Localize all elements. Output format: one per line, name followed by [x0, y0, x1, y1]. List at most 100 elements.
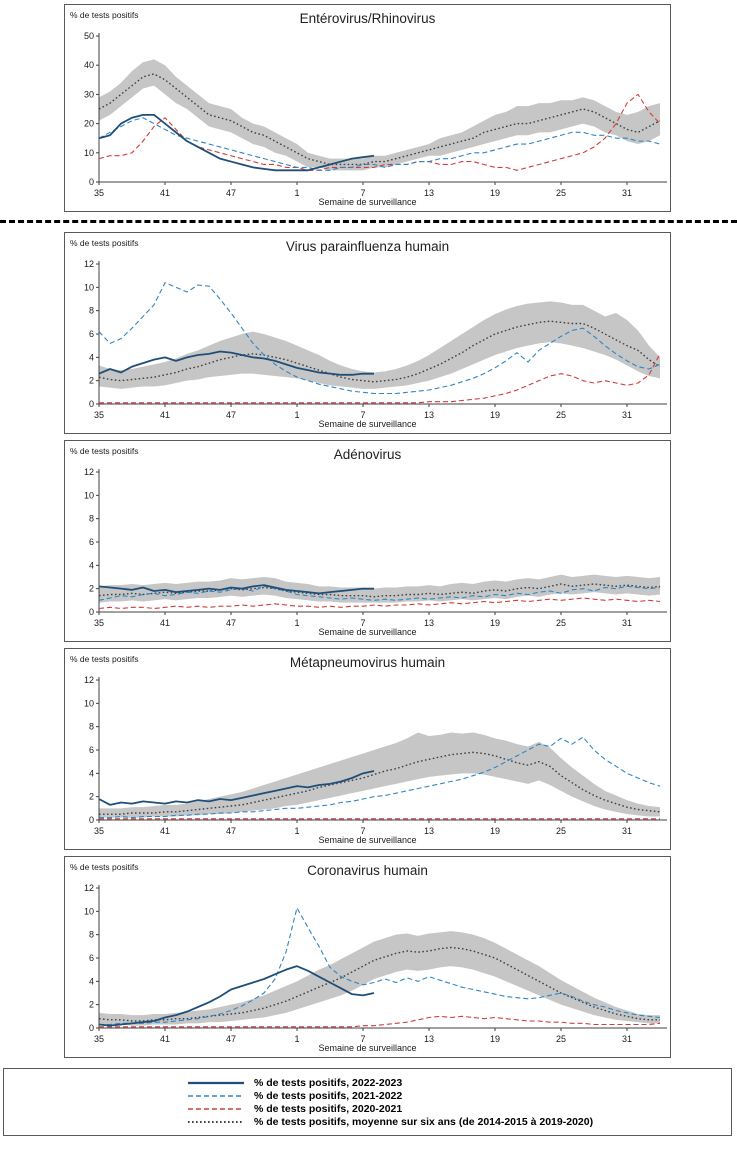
- svg-text:4: 4: [89, 560, 94, 570]
- svg-text:4: 4: [89, 352, 94, 362]
- svg-text:6: 6: [89, 537, 94, 547]
- svg-text:8: 8: [89, 722, 94, 732]
- legend-label: % de tests positifs, 2020-2021: [254, 1103, 403, 1115]
- legend-item-2021-2022: % de tests positifs, 2021-2022: [186, 1090, 731, 1102]
- chart-title: Virus parainfluenza humain: [285, 239, 450, 254]
- y-axis-unit-label: % de tests positifs: [70, 862, 139, 872]
- legend-label: % de tests positifs, 2022-2023: [254, 1077, 403, 1089]
- svg-text:10: 10: [84, 698, 94, 708]
- chart-panel-metapneumovirus: % de tests positifs Métapneumovirus huma…: [64, 648, 671, 850]
- dotted-line-sample-icon: [188, 1121, 244, 1123]
- svg-text:47: 47: [226, 410, 236, 420]
- svg-text:25: 25: [556, 188, 566, 198]
- legend-label: % de tests positifs, moyenne sur six ans…: [254, 1116, 594, 1128]
- svg-text:25: 25: [556, 618, 566, 628]
- svg-text:13: 13: [424, 1034, 434, 1044]
- y-axis-unit-label: % de tests positifs: [70, 10, 139, 20]
- svg-text:41: 41: [160, 826, 170, 836]
- svg-text:1: 1: [294, 1034, 299, 1044]
- svg-text:35: 35: [94, 188, 104, 198]
- svg-text:0: 0: [89, 399, 94, 409]
- svg-text:7: 7: [360, 826, 365, 836]
- svg-text:1: 1: [294, 188, 299, 198]
- x-axis-label: Semaine de surveillance: [318, 419, 417, 429]
- svg-text:12: 12: [84, 883, 94, 893]
- svg-text:8: 8: [89, 306, 94, 316]
- chart-header: % de tests positifs Métapneumovirus huma…: [65, 649, 670, 673]
- svg-text:19: 19: [490, 1034, 500, 1044]
- chart-panel-parainfluenza: % de tests positifs Virus parainfluenza …: [64, 232, 671, 434]
- svg-text:47: 47: [226, 188, 236, 198]
- dashed-blue-line-sample-icon: [188, 1095, 244, 1097]
- svg-text:19: 19: [490, 188, 500, 198]
- chart-panel-adenovirus: % de tests positifs Adénovirus 0 2 4 6 8 10 12…: [64, 440, 671, 642]
- svg-text:31: 31: [622, 618, 632, 628]
- svg-text:41: 41: [160, 188, 170, 198]
- solid-line-sample-icon: [188, 1081, 244, 1085]
- chart-plot-enterovirus-rhinovirus: 0 10 20 30 40 50 35 41 47 1 7 13 19 25 31: [84, 31, 667, 198]
- chart-header: % de tests positifs Virus parainfluenza …: [65, 233, 670, 257]
- svg-text:31: 31: [622, 188, 632, 198]
- chart-title: Coronavirus humain: [307, 863, 428, 878]
- chart-plot-adenovirus: 0 2 4 6 8 10 12 35 41 47 1 7 13 19 25 31: [84, 467, 667, 628]
- svg-text:6: 6: [89, 329, 94, 339]
- svg-text:12: 12: [84, 675, 94, 685]
- svg-text:8: 8: [89, 514, 94, 524]
- legend-item-six-year-mean: % de tests positifs, moyenne sur six ans…: [186, 1116, 731, 1128]
- svg-text:31: 31: [622, 826, 632, 836]
- svg-text:25: 25: [556, 826, 566, 836]
- svg-text:41: 41: [160, 618, 170, 628]
- svg-text:7: 7: [360, 618, 365, 628]
- chart-panel-enterovirus-rhinovirus: % de tests positifs Entérovirus/Rhinovir…: [64, 4, 671, 212]
- svg-text:40: 40: [84, 60, 94, 70]
- svg-text:0: 0: [89, 1023, 94, 1033]
- legend-label: % de tests positifs, 2021-2022: [254, 1090, 403, 1102]
- legend: % de tests positifs, 2022-2023 % de test…: [3, 1068, 732, 1136]
- svg-text:13: 13: [424, 188, 434, 198]
- dashed-red-line-sample-icon: [188, 1108, 244, 1110]
- svg-text:47: 47: [226, 1034, 236, 1044]
- svg-text:10: 10: [84, 148, 94, 158]
- dashed-separator-line: [0, 220, 737, 223]
- svg-text:2: 2: [89, 584, 94, 594]
- svg-text:2: 2: [89, 1000, 94, 1010]
- chart-plot-parainfluenza: 0 2 4 6 8 10 12 35 41 47 1 7 13 19 25 31: [84, 259, 667, 420]
- x-axis-label: Semaine de surveillance: [318, 627, 417, 637]
- svg-text:47: 47: [226, 618, 236, 628]
- y-axis-unit-label: % de tests positifs: [70, 238, 139, 248]
- svg-text:19: 19: [490, 618, 500, 628]
- svg-text:30: 30: [84, 89, 94, 99]
- svg-text:31: 31: [622, 1034, 632, 1044]
- svg-text:35: 35: [94, 618, 104, 628]
- svg-text:35: 35: [94, 1034, 104, 1044]
- svg-text:47: 47: [226, 826, 236, 836]
- x-axis-label: Semaine de surveillance: [318, 835, 417, 845]
- svg-text:35: 35: [94, 826, 104, 836]
- svg-text:25: 25: [556, 1034, 566, 1044]
- svg-text:10: 10: [84, 906, 94, 916]
- svg-text:10: 10: [84, 490, 94, 500]
- svg-text:2: 2: [89, 792, 94, 802]
- legend-item-2020-2021: % de tests positifs, 2020-2021: [186, 1103, 731, 1115]
- svg-text:31: 31: [622, 410, 632, 420]
- svg-text:4: 4: [89, 976, 94, 986]
- svg-text:12: 12: [84, 467, 94, 477]
- chart-title: Entérovirus/Rhinovirus: [299, 11, 436, 26]
- svg-text:1: 1: [294, 410, 299, 420]
- svg-text:19: 19: [490, 410, 500, 420]
- svg-text:7: 7: [360, 1034, 365, 1044]
- svg-text:1: 1: [294, 618, 299, 628]
- svg-text:4: 4: [89, 768, 94, 778]
- svg-text:0: 0: [89, 815, 94, 825]
- svg-text:12: 12: [84, 259, 94, 269]
- x-axis-label: Semaine de surveillance: [318, 1043, 417, 1053]
- legend-item-2022-2023: % de tests positifs, 2022-2023: [186, 1077, 731, 1089]
- svg-text:6: 6: [89, 745, 94, 755]
- svg-text:41: 41: [160, 1034, 170, 1044]
- chart-plot-metapneumovirus: 0 2 4 6 8 10 12 35 41 47 1 7 13 19 25 31: [84, 675, 667, 836]
- svg-text:7: 7: [360, 188, 365, 198]
- svg-text:13: 13: [424, 826, 434, 836]
- svg-text:13: 13: [424, 410, 434, 420]
- svg-text:0: 0: [89, 177, 94, 187]
- svg-text:1: 1: [294, 826, 299, 836]
